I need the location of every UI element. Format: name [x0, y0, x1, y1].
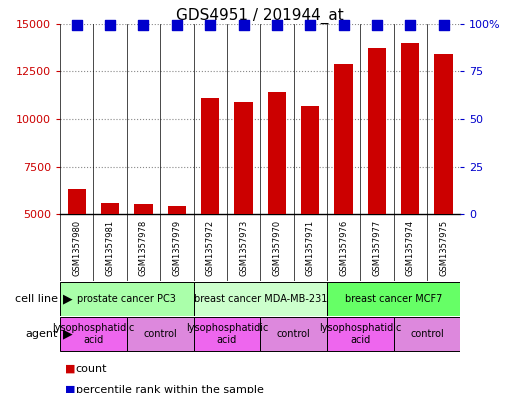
Point [206, 21, 214, 28]
Text: breast cancer MDA-MB-231: breast cancer MDA-MB-231 [194, 294, 327, 304]
Bar [435, 54, 453, 310]
Point [73, 21, 81, 28]
Text: GSM1357977: GSM1357977 [372, 219, 381, 276]
Bar [301, 106, 320, 310]
Point [306, 21, 314, 28]
Text: lysophosphatidic
acid: lysophosphatidic acid [52, 323, 135, 345]
Text: ▶: ▶ [63, 327, 72, 341]
Text: GSM1357972: GSM1357972 [206, 220, 214, 275]
Point [406, 21, 414, 28]
Text: cell line: cell line [15, 294, 58, 304]
Text: control: control [277, 329, 311, 339]
Text: GSM1357974: GSM1357974 [406, 220, 415, 275]
Point [173, 21, 181, 28]
Text: control: control [143, 329, 177, 339]
Bar [327, 282, 460, 316]
Text: control: control [410, 329, 444, 339]
Text: GSM1357970: GSM1357970 [272, 220, 281, 275]
Text: GSM1357981: GSM1357981 [106, 220, 115, 275]
Text: ■: ■ [65, 364, 76, 373]
Bar [394, 317, 460, 351]
Bar [201, 98, 219, 310]
Point [106, 21, 115, 28]
Point [139, 21, 147, 28]
Bar [67, 189, 86, 310]
Bar [327, 317, 393, 351]
Text: ■: ■ [65, 385, 76, 393]
Text: GSM1357976: GSM1357976 [339, 219, 348, 276]
Bar [127, 317, 194, 351]
Bar [60, 282, 194, 316]
Text: GSM1357980: GSM1357980 [72, 220, 81, 275]
Text: GSM1357975: GSM1357975 [439, 220, 448, 275]
Bar [60, 317, 127, 351]
Point [373, 21, 381, 28]
Bar [234, 102, 253, 310]
Title: GDS4951 / 201944_at: GDS4951 / 201944_at [176, 7, 344, 24]
Text: GSM1357978: GSM1357978 [139, 219, 148, 276]
Bar [101, 203, 119, 310]
Text: breast cancer MCF7: breast cancer MCF7 [345, 294, 442, 304]
Text: prostate cancer PC3: prostate cancer PC3 [77, 294, 176, 304]
Bar [168, 206, 186, 310]
Text: ▶: ▶ [63, 292, 72, 305]
Text: count: count [76, 364, 107, 373]
Text: agent: agent [25, 329, 58, 339]
Bar [268, 92, 286, 310]
Bar [334, 64, 353, 310]
Bar [194, 317, 260, 351]
Text: percentile rank within the sample: percentile rank within the sample [76, 385, 264, 393]
Bar [194, 282, 327, 316]
Text: GSM1357973: GSM1357973 [239, 219, 248, 276]
Bar [401, 42, 419, 310]
Bar [260, 317, 327, 351]
Text: GSM1357979: GSM1357979 [173, 220, 181, 275]
Text: lysophosphatidic
acid: lysophosphatidic acid [319, 323, 402, 345]
Text: GSM1357971: GSM1357971 [306, 220, 315, 275]
Text: lysophosphatidic
acid: lysophosphatidic acid [186, 323, 268, 345]
Point [240, 21, 248, 28]
Point [272, 21, 281, 28]
Bar [134, 204, 153, 310]
Bar [368, 48, 386, 310]
Point [339, 21, 348, 28]
Point [439, 21, 448, 28]
